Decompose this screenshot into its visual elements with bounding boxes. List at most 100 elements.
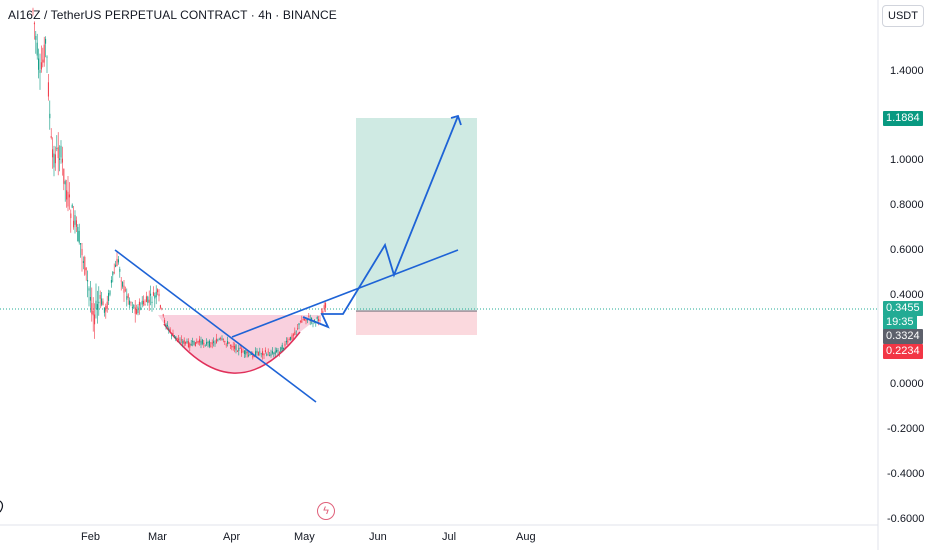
candle-body [311,317,313,320]
candle-body [200,341,202,345]
candle-body [263,353,265,356]
candle-body [190,344,192,346]
candle-body [158,293,160,297]
candle-body [60,145,62,158]
candle-body [294,331,296,335]
candle-body [43,44,45,63]
candle-body [172,333,174,336]
candle-body [171,335,173,337]
candle-body [180,339,182,341]
candle-body [182,340,184,344]
candle-body [227,341,229,344]
candle-body [224,341,226,343]
candle-body [232,346,234,348]
candle-body [207,342,209,343]
candle-body [130,302,132,304]
candlestick-series [32,7,327,360]
candle-body [245,350,247,355]
candle-body [56,148,58,149]
candle-body [95,300,97,309]
candle-body [145,296,147,303]
candle-body [106,301,108,309]
candle-body [138,301,140,306]
candle-body [179,341,181,343]
candle-body [134,307,136,314]
candle-body [259,351,261,353]
time-tick: Feb [81,531,100,543]
candle-body [217,340,219,342]
candle-body [120,280,122,282]
candle-body [54,154,56,164]
candle-body [305,319,307,322]
candle-body [151,301,153,303]
symbol-title[interactable]: AI16Z / TetherUS PERPETUAL CONTRACT · 4h… [8,8,337,22]
candle-body [112,271,114,276]
candle-body [271,351,273,354]
candle-body [297,328,299,330]
candle-body [214,343,216,345]
target-zone[interactable] [356,118,477,310]
neckline-trendline[interactable] [231,249,459,338]
last-price-label: 0.3455 [883,301,923,316]
candle-body [131,306,133,308]
candle-body [194,342,196,347]
candle-body [32,9,34,12]
candle-body [185,341,187,344]
candle-body [88,288,90,291]
candle-body [248,355,250,357]
candle-body [84,257,86,275]
candle-body [262,351,264,356]
candle-body [287,340,289,343]
candle-body [117,259,119,263]
candle-body [290,336,292,340]
candle-body [157,289,159,293]
candle-body [292,334,294,336]
candle-body [74,215,76,225]
candle-body [61,158,63,163]
candle-body [221,338,223,340]
candle-body [59,158,61,160]
candle-body [203,342,205,345]
price-tick: 0.0000 [890,378,924,390]
candle-body [304,319,306,321]
bar-countdown-label: 19:35 [883,315,917,330]
candle-body [284,343,286,346]
candle-body [150,293,152,296]
candle-body [175,336,177,339]
time-tick: Apr [223,531,241,543]
candle-body [257,352,259,356]
candle-body [192,341,194,343]
stop-zone[interactable] [356,311,477,335]
candle-body [64,181,66,185]
candle-body [197,341,199,343]
price-tick: -0.6000 [887,513,925,525]
candle-body [308,316,310,318]
candle-body [77,227,79,242]
price-tick: 0.8000 [890,199,924,211]
candle-body [46,56,48,58]
candle-body [155,291,157,298]
candle-body [228,342,230,344]
candle-body [210,345,212,347]
candle-body [273,352,275,354]
descending-trendline[interactable] [114,249,317,403]
candle-body [280,347,282,353]
candle-body [278,351,280,353]
candle-body [274,351,276,355]
candle-body [99,295,101,299]
candle-body [235,344,237,351]
projected-path[interactable] [302,115,459,329]
candle-body [67,191,69,207]
time-tick: Jul [442,531,457,543]
candle-body [169,329,171,332]
candle-body [267,351,269,353]
lightning-icon[interactable]: ϟ [317,502,335,520]
candle-body [229,345,231,346]
candle-body [186,341,188,343]
candle-body [92,310,94,316]
candle-body [91,303,93,315]
drawing-handle[interactable] [0,500,4,513]
currency-button[interactable]: USDT [882,5,924,27]
candle-body [218,338,220,340]
